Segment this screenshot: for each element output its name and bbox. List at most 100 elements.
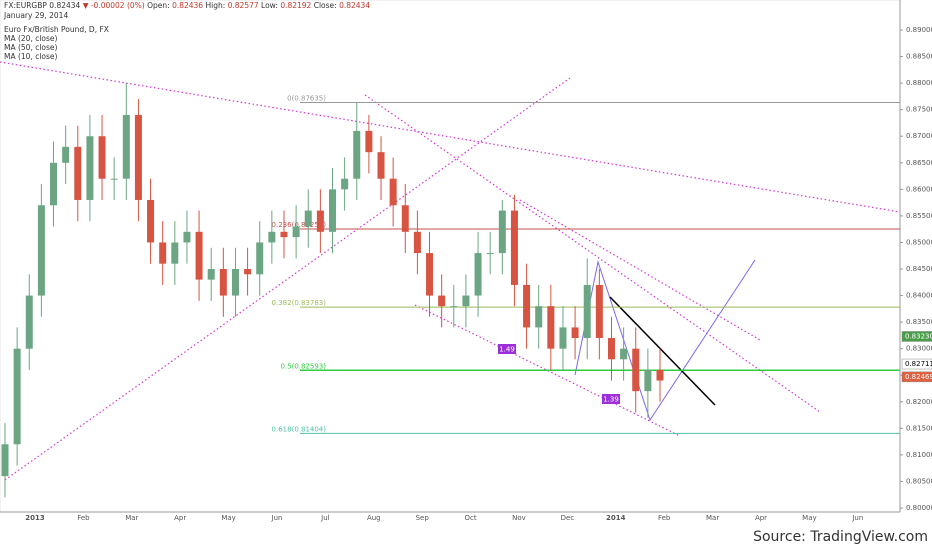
- candle-body: [462, 295, 470, 307]
- candle-body: [426, 253, 434, 296]
- candle-body: [401, 205, 409, 232]
- change: ▼ -0.00002 (0%): [83, 1, 145, 10]
- candle-body: [134, 114, 142, 200]
- x-tick-label: Jun: [271, 514, 283, 522]
- legend-entry: Euro Fx/British Pound, D, FX: [4, 25, 109, 34]
- candle-body: [110, 178, 118, 180]
- badge: [602, 394, 620, 404]
- candle-body: [304, 210, 312, 227]
- candle-body: [583, 284, 591, 339]
- label: Low:: [261, 1, 278, 10]
- symbol: FX:EURGBP: [4, 1, 47, 10]
- candle-body: [595, 284, 603, 339]
- trend-lines: [0, 61, 901, 481]
- candle-body: [1, 444, 9, 477]
- price-tag: [901, 371, 932, 383]
- candle-body: [244, 269, 252, 275]
- candle-body: [559, 327, 567, 349]
- label: Open:: [147, 1, 170, 10]
- legend-entry: MA (20, close): [4, 34, 58, 43]
- trend-line: [0, 61, 901, 213]
- legend-entry: MA (10, close): [4, 52, 58, 61]
- candle-body: [231, 269, 239, 296]
- x-tick-label: Jul: [320, 514, 330, 522]
- last: 0.82434: [49, 1, 80, 10]
- x-tick-label: Oct: [465, 514, 477, 522]
- candle-body: [122, 114, 130, 179]
- candle-body: [316, 210, 324, 232]
- candle-body: [219, 269, 227, 296]
- badge-label: 1.49: [499, 346, 515, 354]
- candle-body: [377, 152, 385, 179]
- value: 0.82192: [280, 1, 311, 10]
- candle-body: [292, 226, 300, 238]
- label: High:: [205, 1, 225, 10]
- candle-body: [256, 242, 264, 275]
- candle-body: [365, 130, 373, 153]
- candle-body: [341, 178, 349, 190]
- x-tick-label: Sep: [416, 514, 430, 522]
- candle-body: [389, 178, 397, 206]
- trend-line: [364, 94, 821, 413]
- candle-body: [195, 231, 203, 280]
- label: Close:: [314, 1, 337, 10]
- candle-body: [438, 295, 446, 307]
- x-tick-label: Mar: [706, 514, 719, 522]
- candle-body: [644, 369, 652, 392]
- candle-body: [207, 269, 215, 280]
- fib-label: 0(0.87635): [287, 94, 326, 102]
- candle-body: [523, 284, 531, 328]
- candle-body: [353, 130, 361, 179]
- x-tick-label: May: [802, 514, 816, 522]
- candle-body: [159, 242, 167, 264]
- candle-body: [62, 146, 70, 163]
- price-tag: [901, 358, 932, 370]
- plot-area: [0, 0, 901, 513]
- x-tick-label: Feb: [77, 514, 90, 522]
- value: 0.82577: [228, 1, 259, 10]
- x-tick-label: 2013: [25, 514, 45, 522]
- y-tick-label: 0.89000: [906, 26, 932, 34]
- candle-body: [632, 348, 640, 392]
- x-tick-label: Apr: [174, 514, 186, 522]
- fib-label: 0.5(0.82593): [280, 362, 326, 370]
- candle-body: [268, 231, 276, 243]
- source: Source: TradingView.com: [753, 529, 928, 545]
- legend-entry: MA (50, close): [4, 43, 58, 52]
- x-tick-label: Aug: [367, 514, 381, 522]
- trend-line: [609, 296, 716, 406]
- fib-label: 0.236(0.85253): [272, 221, 327, 229]
- candle-body: [50, 162, 58, 206]
- candle-body: [571, 327, 579, 339]
- candle-body: [280, 231, 288, 238]
- candle-body: [86, 136, 94, 200]
- x-tick-label: Dec: [561, 514, 575, 522]
- header-date: January 29, 2014: [3, 11, 68, 20]
- trend-line: [414, 304, 681, 437]
- badge: [498, 344, 516, 354]
- candle-body: [547, 306, 555, 349]
- candle-body: [656, 369, 664, 381]
- candle-body: [607, 338, 615, 360]
- candle-body: [474, 253, 482, 296]
- price-tag-label: 0.82469: [905, 373, 932, 381]
- fib-label: 0.618(0.81404): [272, 425, 327, 433]
- x-tick-label: May: [221, 514, 235, 522]
- candle-body: [13, 348, 21, 445]
- x-tick-label: Nov: [512, 514, 526, 522]
